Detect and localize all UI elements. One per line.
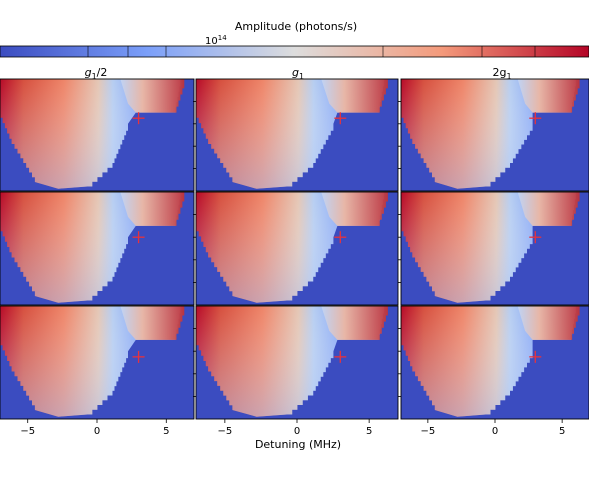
panel-grid [0, 78, 589, 420]
panel-r3-c1 [0, 305, 195, 420]
x-tick-label: −5 [217, 426, 232, 437]
upper-amplitude-region [517, 306, 580, 340]
panel-frame [400, 78, 589, 192]
column-titles: g1/2 g1 2g1 [85, 66, 512, 81]
upper-amplitude-region [120, 79, 185, 113]
panel-frame [0, 78, 195, 192]
panel-frame [195, 191, 399, 306]
panel-r1-c2 [193, 78, 399, 192]
x-tick-label: 0 [294, 426, 300, 437]
upper-amplitude-region [321, 79, 388, 113]
panel-r3-c3 [398, 305, 589, 420]
upper-amplitude-region [120, 192, 185, 226]
panel-r2-c2 [193, 191, 399, 306]
panel-frame [0, 191, 195, 306]
x-tick-label: 0 [94, 426, 100, 437]
x-axis-label: Detuning (MHz) [255, 438, 341, 451]
upper-amplitude-region [517, 192, 580, 226]
column-title-2: g1 [292, 66, 304, 81]
column-title-3: 2g1 [492, 66, 511, 81]
panel-frame [400, 191, 589, 306]
panel-r1-c3 [398, 78, 589, 192]
column-title-1: g1/2 [85, 66, 108, 81]
panel-frame [195, 78, 399, 192]
upper-amplitude-region [321, 192, 388, 226]
colorbar-gradient [0, 45, 589, 58]
colorbar-label: Amplitude (photons/s) [235, 20, 357, 33]
upper-amplitude-region [120, 306, 185, 340]
x-tick-label: 5 [366, 426, 372, 437]
colorbar-tick-label: 1014 [205, 34, 227, 47]
panel-r2-c1 [0, 191, 195, 306]
colorbar: Amplitude (photons/s) 1014 [0, 20, 589, 58]
x-tick-label: −5 [20, 426, 35, 437]
panel-r1-c1 [0, 78, 195, 192]
upper-amplitude-region [321, 306, 388, 340]
x-tick-label: 5 [163, 426, 169, 437]
colorbar-tick-base: 10 [205, 36, 218, 47]
x-tick-label: 0 [492, 426, 498, 437]
x-axis: −5 0 5 −5 0 5 −5 0 5 [20, 419, 565, 437]
colorbar-ticks [87, 46, 536, 57]
upper-amplitude-region [517, 79, 580, 113]
colorbar-tick-exp: 14 [218, 34, 227, 42]
panel-r2-c3 [398, 191, 589, 306]
x-tick-label: 5 [559, 426, 565, 437]
x-tick-label: −5 [420, 426, 435, 437]
panel-r3-c2 [193, 305, 399, 420]
